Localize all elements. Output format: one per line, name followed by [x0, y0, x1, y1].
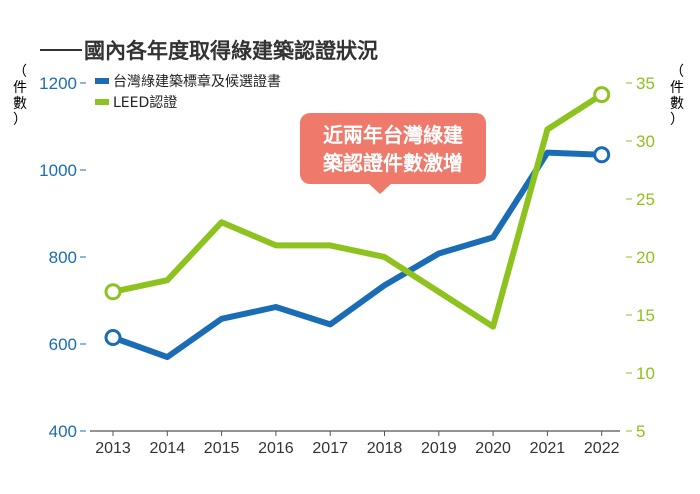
legend-label-green-building: 台灣綠建築標章及候選證書: [113, 73, 281, 90]
x-tick-label: 2016: [258, 440, 294, 457]
right-unit-char-2: 數: [670, 96, 684, 112]
chart-title: 國內各年度取得綠建築認證狀況: [84, 39, 378, 63]
right-unit-char-0: （: [670, 64, 684, 80]
legend-label-leed: LEED認證: [113, 94, 177, 111]
x-tick-label: 2022: [584, 440, 620, 457]
right-tick-label: 20: [636, 248, 655, 267]
x-tick-label: 2021: [530, 440, 566, 457]
blue-endpoint-marker: [104, 328, 122, 346]
x-tick-label: 2020: [475, 440, 511, 457]
left-unit-char-1: 件: [13, 80, 27, 96]
left-tick-label: 1000: [39, 161, 77, 180]
blue-endpoint-marker: [593, 146, 611, 164]
callout-box: [300, 113, 486, 184]
axes: 2013 2014 2015 2016 2017 2018 2019 2020 2021 2022…: [39, 74, 655, 457]
callout-annotation: 近兩年台灣綠建 築認證件數激增: [300, 113, 486, 194]
right-tick-label: 35: [636, 74, 655, 93]
legend-swatch-green: [95, 99, 109, 105]
left-tick-label: 800: [49, 248, 77, 267]
x-tick-label: 2013: [95, 440, 131, 457]
callout-line-1: 近兩年台灣綠建: [323, 123, 463, 147]
x-tick-label: 2017: [312, 440, 348, 457]
green-endpoint-marker: [593, 86, 611, 104]
callout-pointer: [368, 183, 392, 194]
right-tick-label: 15: [636, 306, 655, 325]
left-unit-label: （ 件 數 ）: [13, 64, 27, 128]
left-tick-label: 1200: [39, 74, 77, 93]
series-line-green-building: [110, 149, 605, 361]
legend: 台灣綠建築標章及候選證書 LEED認證: [95, 73, 281, 111]
callout-line-2: 築認證件數激增: [322, 151, 463, 175]
series-line-leed: [110, 91, 605, 330]
left-unit-char-3: ）: [13, 112, 27, 128]
left-unit-char-2: 數: [13, 96, 27, 112]
right-tick-label: 25: [636, 190, 655, 209]
x-tick-label: 2015: [204, 440, 240, 457]
series-lines: [110, 91, 605, 361]
left-tick-label: 400: [49, 422, 77, 441]
x-tick-label: 2014: [150, 440, 186, 457]
green-endpoint-marker: [104, 283, 122, 301]
left-tick-label: 600: [49, 335, 77, 354]
right-unit-label: （ 件 數 ）: [670, 64, 684, 128]
right-tick-label: 10: [636, 364, 655, 383]
left-unit-char-0: （: [13, 64, 27, 80]
right-tick-label: 5: [636, 422, 645, 441]
x-tick-label: 2019: [421, 440, 457, 457]
right-tick-label: 30: [636, 132, 655, 151]
right-unit-char-1: 件: [670, 80, 684, 96]
x-tick-label: 2018: [367, 440, 403, 457]
right-unit-char-3: ）: [670, 112, 684, 128]
endpoint-markers: [104, 86, 611, 346]
legend-swatch-blue: [95, 78, 109, 84]
